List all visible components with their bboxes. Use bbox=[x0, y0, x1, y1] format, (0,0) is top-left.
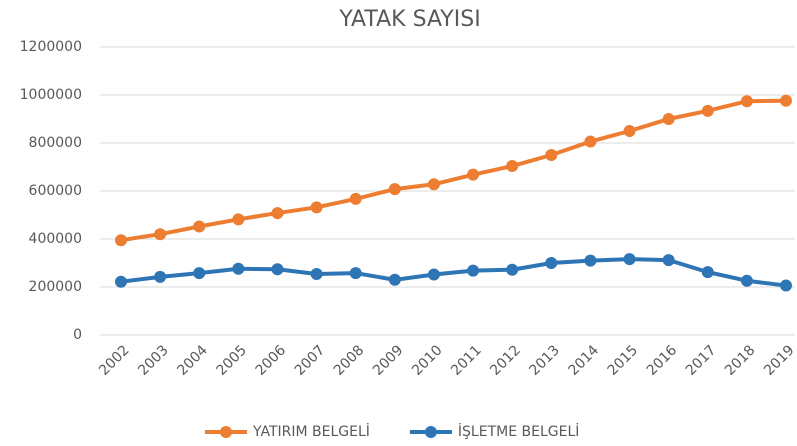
data-point bbox=[545, 257, 558, 269]
data-point bbox=[662, 254, 675, 267]
x-tick-label: 2015 bbox=[605, 342, 642, 379]
x-tick-label: 2005 bbox=[213, 342, 250, 379]
data-point bbox=[271, 263, 284, 276]
data-point bbox=[115, 234, 127, 247]
data-point bbox=[232, 213, 245, 226]
legend-marker bbox=[424, 426, 437, 438]
x-tick-label: 2016 bbox=[644, 342, 681, 379]
x-tick-label: 2011 bbox=[448, 342, 485, 379]
data-point bbox=[427, 178, 440, 191]
data-point bbox=[349, 192, 362, 205]
y-tick-label: 200000 bbox=[29, 279, 82, 295]
data-point bbox=[467, 264, 480, 277]
x-tick-label: 2018 bbox=[722, 342, 759, 379]
data-point bbox=[349, 267, 362, 280]
data-point bbox=[310, 201, 323, 214]
data-point bbox=[780, 279, 792, 292]
series-line bbox=[120, 98, 787, 243]
x-tick-label: 2004 bbox=[174, 342, 211, 379]
x-tick-label: 2009 bbox=[370, 342, 407, 379]
y-tick-label: 1000000 bbox=[20, 87, 82, 103]
x-tick-label: 2007 bbox=[292, 342, 329, 379]
data-point bbox=[701, 104, 714, 117]
data-point bbox=[193, 267, 206, 280]
data-point bbox=[388, 183, 401, 196]
data-point bbox=[115, 275, 127, 288]
x-tick-label: 2017 bbox=[683, 342, 720, 379]
data-point bbox=[623, 125, 636, 137]
x-tick-label: 2013 bbox=[526, 342, 563, 379]
data-point bbox=[740, 95, 753, 108]
data-point bbox=[154, 270, 167, 283]
data-point bbox=[701, 266, 714, 279]
data-point bbox=[584, 135, 597, 148]
legend-label: İŞLETME BELGELİ bbox=[458, 422, 579, 440]
x-tick-label: 2006 bbox=[253, 342, 290, 379]
data-point bbox=[662, 113, 675, 125]
data-point bbox=[584, 254, 597, 267]
data-point bbox=[623, 253, 636, 266]
data-point bbox=[427, 268, 440, 281]
y-tick-label: 600000 bbox=[29, 183, 82, 199]
data-point bbox=[193, 220, 206, 233]
data-point bbox=[506, 263, 519, 276]
data-point bbox=[271, 207, 284, 220]
data-point bbox=[467, 168, 480, 181]
legend-label: YATIRIM BELGELİ bbox=[252, 422, 370, 440]
y-tick-label: 400000 bbox=[29, 231, 82, 247]
data-point bbox=[740, 274, 753, 287]
legend-marker bbox=[220, 426, 232, 438]
data-point bbox=[310, 268, 323, 281]
x-tick-label: 2012 bbox=[487, 342, 524, 379]
data-point bbox=[232, 262, 245, 275]
x-tick-label: 2019 bbox=[761, 342, 797, 379]
y-tick-label: 800000 bbox=[29, 135, 82, 151]
data-point bbox=[388, 273, 401, 286]
data-point bbox=[154, 228, 167, 241]
chart-title: YATAK SAYISI bbox=[338, 7, 480, 32]
x-tick-label: 2014 bbox=[566, 342, 603, 379]
data-point bbox=[506, 160, 519, 173]
x-tick-label: 2008 bbox=[331, 342, 368, 379]
x-tick-label: 2002 bbox=[96, 342, 133, 379]
x-tick-label: 2003 bbox=[135, 342, 172, 379]
series-line bbox=[120, 257, 787, 288]
data-point bbox=[780, 94, 792, 107]
y-tick-label: 0 bbox=[73, 327, 82, 343]
x-tick-label: 2010 bbox=[409, 342, 446, 379]
y-tick-label: 1200000 bbox=[20, 39, 82, 55]
data-point bbox=[545, 149, 558, 161]
